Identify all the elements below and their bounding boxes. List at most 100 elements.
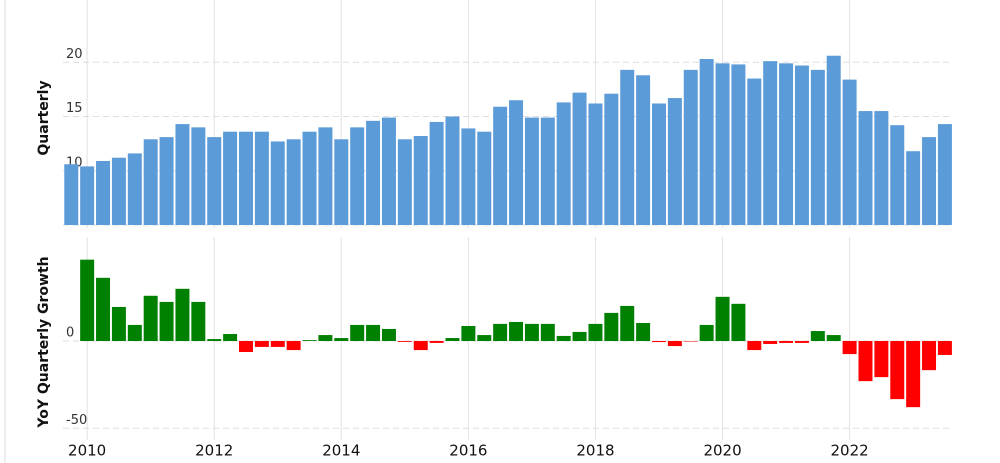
bar bbox=[922, 341, 937, 371]
x-tick-label: 2018 bbox=[576, 442, 614, 460]
y-tick-label: 20 bbox=[66, 47, 83, 62]
bar bbox=[493, 106, 508, 225]
bar bbox=[604, 93, 619, 225]
x-tick-label: 2012 bbox=[195, 442, 233, 460]
bar bbox=[143, 139, 158, 225]
bar bbox=[572, 92, 587, 225]
bar bbox=[524, 323, 539, 341]
bar bbox=[239, 341, 253, 352]
bar bbox=[286, 139, 301, 225]
bar bbox=[207, 137, 222, 225]
bar bbox=[223, 131, 238, 225]
bar bbox=[302, 131, 317, 225]
bar bbox=[477, 335, 492, 341]
bar bbox=[620, 69, 635, 225]
bar bbox=[890, 341, 905, 400]
bar bbox=[334, 139, 349, 225]
bar bbox=[572, 331, 587, 341]
bar bbox=[747, 78, 762, 226]
bar bbox=[652, 103, 666, 225]
bar bbox=[270, 141, 285, 225]
bar bbox=[699, 324, 714, 341]
bar bbox=[223, 334, 238, 341]
bar bbox=[254, 341, 269, 347]
bar bbox=[794, 341, 809, 343]
bar bbox=[826, 55, 841, 225]
y-axis-title: Quarterly bbox=[36, 80, 52, 155]
bar bbox=[763, 61, 778, 225]
bar bbox=[334, 338, 349, 341]
bar bbox=[445, 116, 460, 225]
bar bbox=[731, 303, 746, 341]
bar bbox=[715, 63, 730, 226]
bar bbox=[270, 341, 285, 347]
bar bbox=[524, 117, 539, 225]
bar bbox=[111, 157, 126, 225]
bar bbox=[588, 323, 603, 341]
x-tick-label: 2010 bbox=[68, 442, 106, 460]
bar bbox=[127, 153, 142, 225]
bar bbox=[810, 331, 825, 341]
bar bbox=[159, 137, 174, 225]
bar bbox=[556, 335, 571, 341]
bar bbox=[779, 63, 794, 226]
bar bbox=[127, 324, 142, 341]
bar bbox=[842, 341, 857, 355]
bar bbox=[858, 341, 873, 382]
bar bbox=[842, 79, 857, 225]
bar bbox=[254, 131, 269, 225]
bar bbox=[381, 117, 396, 225]
bar bbox=[80, 166, 95, 225]
y-axis-title: YoY Quarterly Growth bbox=[36, 256, 52, 428]
bar bbox=[699, 58, 714, 226]
bar bbox=[588, 103, 603, 225]
bar bbox=[461, 128, 476, 225]
bar bbox=[318, 335, 333, 341]
bar bbox=[540, 117, 555, 225]
bar bbox=[858, 111, 873, 225]
bar bbox=[239, 131, 253, 225]
bar bbox=[747, 341, 762, 351]
bar bbox=[350, 324, 365, 341]
bar bbox=[874, 341, 889, 378]
bar bbox=[652, 341, 666, 343]
bar bbox=[636, 323, 651, 341]
bar bbox=[191, 127, 206, 225]
bar bbox=[302, 340, 317, 341]
x-tick-label: 2020 bbox=[703, 442, 741, 460]
bar bbox=[366, 324, 381, 341]
bar bbox=[683, 69, 698, 225]
bar bbox=[667, 341, 682, 347]
bar bbox=[350, 127, 365, 225]
bar bbox=[620, 305, 635, 341]
bar bbox=[667, 98, 682, 225]
bar bbox=[763, 341, 778, 344]
y-tick-label: -50 bbox=[66, 413, 87, 428]
bar bbox=[937, 124, 952, 225]
bar bbox=[509, 321, 524, 341]
bar bbox=[318, 127, 333, 225]
bar bbox=[96, 277, 111, 341]
bar bbox=[826, 335, 841, 341]
bar bbox=[397, 139, 412, 225]
bar bbox=[636, 75, 651, 226]
y-tick-label: 0 bbox=[66, 326, 74, 341]
bar bbox=[779, 341, 794, 343]
bar bbox=[143, 295, 158, 341]
bar bbox=[715, 296, 730, 341]
bar bbox=[207, 339, 222, 341]
y-tick-label: 15 bbox=[66, 101, 83, 116]
bar bbox=[874, 111, 889, 225]
bar bbox=[906, 151, 921, 225]
bar bbox=[604, 312, 619, 341]
bar bbox=[794, 65, 809, 225]
bar bbox=[381, 328, 396, 341]
bar bbox=[683, 341, 698, 342]
bar bbox=[445, 338, 460, 341]
bar bbox=[159, 301, 174, 341]
bar bbox=[810, 69, 825, 225]
bar bbox=[286, 341, 301, 351]
bar bbox=[80, 259, 95, 341]
x-tick-label: 2014 bbox=[322, 442, 360, 460]
